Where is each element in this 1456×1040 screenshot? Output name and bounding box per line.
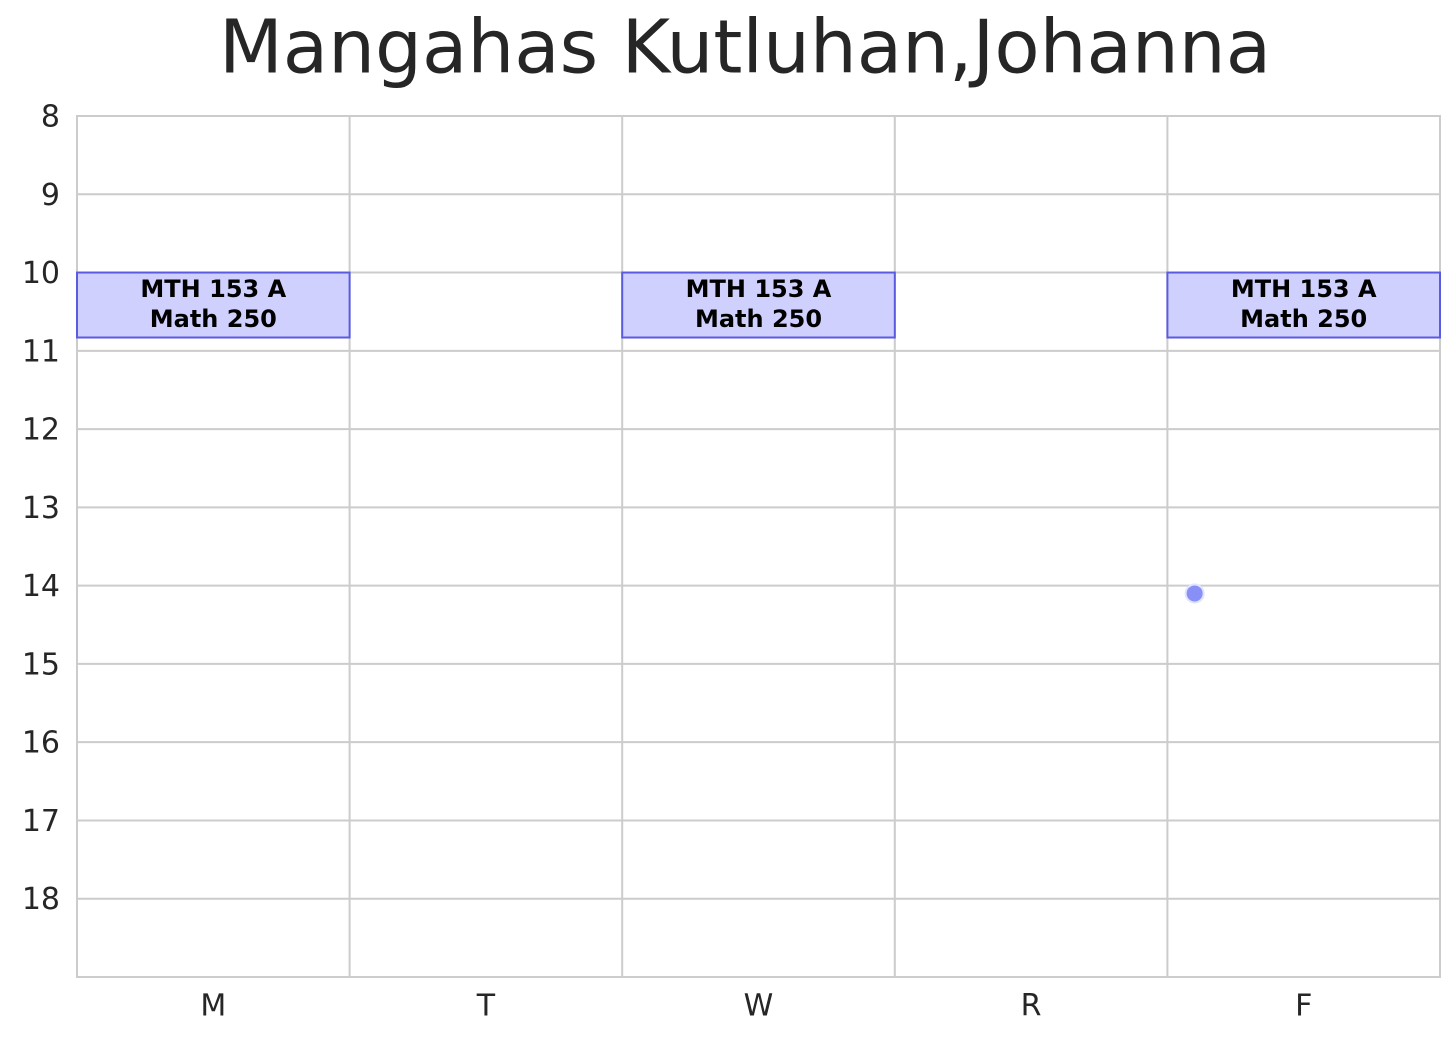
y-tick-label: 12 — [22, 413, 60, 448]
y-tick-label: 16 — [22, 726, 60, 761]
y-tick-label: 14 — [22, 569, 60, 604]
x-tick-label: M — [200, 989, 226, 1024]
event-room: Math 250 — [1240, 305, 1367, 333]
y-tick-label: 13 — [22, 491, 60, 526]
x-tick-label: R — [1021, 989, 1042, 1024]
x-tick-label: W — [744, 989, 774, 1024]
event-block — [1166, 271, 1442, 339]
event-block — [621, 271, 896, 339]
event-room: Math 250 — [150, 305, 277, 333]
event-course: MTH 153 A — [1231, 275, 1377, 303]
event-block — [76, 271, 351, 339]
x-tick-label: T — [476, 989, 496, 1024]
y-tick-label: 11 — [22, 334, 60, 369]
point — [1184, 583, 1205, 604]
x-tick-label: F — [1295, 989, 1312, 1024]
y-tick-label: 8 — [41, 100, 60, 135]
y-tick-label: 15 — [22, 647, 60, 682]
y-tick-label: 17 — [22, 804, 60, 839]
event-course: MTH 153 A — [686, 275, 832, 303]
event-course: MTH 153 A — [140, 275, 286, 303]
y-tick-label: 9 — [41, 178, 60, 213]
y-tick-label: 10 — [22, 256, 60, 291]
chart-title: Mangahas Kutluhan,Johanna — [219, 5, 1271, 91]
plot-area — [76, 115, 1441, 978]
y-tick-label: 18 — [22, 882, 60, 917]
event-room: Math 250 — [695, 305, 822, 333]
